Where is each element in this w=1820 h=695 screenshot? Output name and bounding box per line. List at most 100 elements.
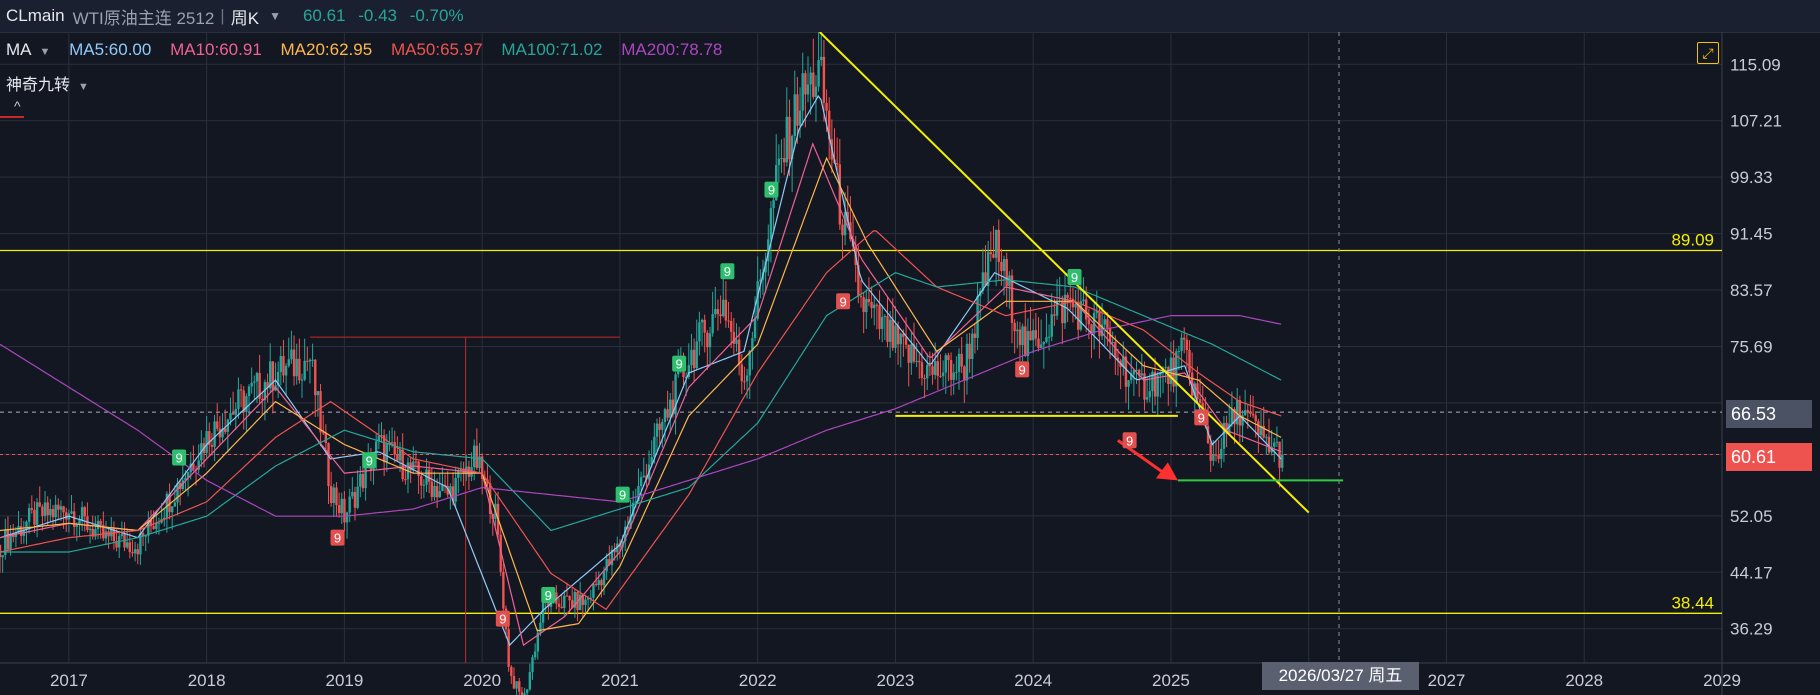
candle-body <box>947 355 950 361</box>
candle-body <box>152 526 155 529</box>
candle-body <box>536 632 539 652</box>
candle-body <box>242 390 245 413</box>
candle-body <box>520 691 524 695</box>
candle-body <box>427 469 431 482</box>
candle-body <box>176 483 179 503</box>
candle-body <box>1243 410 1247 416</box>
nine-turn-badge <box>172 449 187 466</box>
sub-indicator-legend[interactable]: 神奇九转 ▼ <box>6 71 89 95</box>
candles-group <box>0 32 1284 695</box>
level-label: 38.44 <box>1671 593 1714 612</box>
collapse-up-icon[interactable]: ^ <box>14 98 21 114</box>
candle-body <box>435 485 439 498</box>
candle-body <box>857 265 860 296</box>
candle-body <box>1124 356 1128 387</box>
candle-body <box>271 361 275 391</box>
candle-body <box>1267 436 1271 453</box>
candle-body <box>992 254 995 258</box>
candle-body <box>46 502 49 516</box>
nine-turn-badge <box>1015 361 1030 378</box>
nine-turn-label: 9 <box>1198 410 1205 425</box>
candle-body <box>865 298 868 313</box>
candle-body <box>1122 356 1125 367</box>
candle-body <box>86 516 89 531</box>
nine-turn-label: 9 <box>334 531 341 546</box>
candle-body <box>902 333 905 337</box>
candle-body <box>210 444 214 447</box>
candle-body <box>764 261 767 273</box>
candle-body <box>30 508 33 510</box>
candle-body <box>597 580 600 585</box>
candle-body <box>700 319 704 323</box>
collapse-legend-button[interactable]: ^ <box>0 98 26 120</box>
nine-turn-label: 9 <box>366 453 373 468</box>
candle-body <box>300 379 304 381</box>
level-label: 89.09 <box>1671 231 1714 250</box>
candle-body <box>1265 436 1268 438</box>
candle-body <box>1130 374 1133 381</box>
candle-body <box>197 460 200 470</box>
candle-body <box>666 409 669 418</box>
candle-body <box>809 72 812 85</box>
candle-body <box>173 502 177 507</box>
y-tick-label: 107.21 <box>1730 112 1782 131</box>
candle-body <box>920 362 924 379</box>
candle-body <box>1029 331 1032 341</box>
candle-body <box>642 475 645 478</box>
candle-body <box>928 365 932 367</box>
nine-turn-badge <box>764 181 779 198</box>
nine-turn-badge <box>1067 268 1082 285</box>
x-tick-label: 2027 <box>1428 671 1466 690</box>
candle-body <box>181 480 184 490</box>
period-selector[interactable]: 周K <box>230 8 260 28</box>
ma-legend-title: MA <box>6 40 32 59</box>
ma100-label: MA100:71.02 <box>501 40 603 59</box>
candle-body <box>377 435 381 442</box>
nine-turn-badge <box>362 452 377 469</box>
header-separator: | <box>220 6 225 25</box>
candle-body <box>91 528 94 537</box>
candle-body <box>1159 372 1162 376</box>
nine-turn-badge <box>1122 432 1137 449</box>
candle-body <box>708 333 712 348</box>
nine-turn-label: 9 <box>839 294 846 309</box>
candle-body <box>0 544 2 558</box>
candle-body <box>1238 400 1242 426</box>
candle-body <box>35 502 39 525</box>
candle-body <box>1212 454 1215 461</box>
candle-body <box>565 595 569 597</box>
price-chart[interactable]: 115.09 107.21 99.33 91.45 83.57 75.69 52.05 44.… <box>0 32 1820 695</box>
candle-body <box>475 445 479 469</box>
candle-body <box>192 463 195 470</box>
chevron-down-icon[interactable]: ▼ <box>78 81 89 93</box>
candle-body <box>327 443 330 487</box>
candle-body <box>1079 301 1083 330</box>
candle-body <box>592 583 595 598</box>
candle-body <box>841 224 844 236</box>
candle-body <box>112 528 116 542</box>
ma-legend[interactable]: MA ▼ MA5:60.00 MA10:60.91 MA20:62.95 MA50… <box>6 40 736 60</box>
candle-body <box>94 529 97 537</box>
chevron-down-icon[interactable]: ▼ <box>269 9 281 23</box>
candle-body <box>1281 454 1284 468</box>
x-tick-label: 2020 <box>463 671 501 690</box>
candle-body <box>70 511 73 514</box>
x-tick-label: 2025 <box>1152 671 1190 690</box>
candle-body <box>1074 304 1077 308</box>
candle-body <box>438 491 441 498</box>
candle-body <box>1164 367 1167 369</box>
candle-body <box>221 428 224 438</box>
symbol-code[interactable]: CLmain <box>6 6 65 25</box>
candle-body <box>573 591 577 608</box>
chevron-down-icon[interactable]: ▼ <box>39 46 51 58</box>
candle-body <box>735 339 738 344</box>
x-tick-label: 2024 <box>1014 671 1052 690</box>
candle-body <box>777 158 781 166</box>
candle-body <box>417 461 420 476</box>
nine-turn-badge <box>330 529 345 546</box>
candle-body <box>798 110 802 126</box>
candle-body <box>1042 341 1045 345</box>
expand-icon[interactable]: ⤢ <box>1697 42 1719 64</box>
x-tick-label: 2022 <box>739 671 777 690</box>
nine-turn-marker: 9 <box>720 263 735 280</box>
